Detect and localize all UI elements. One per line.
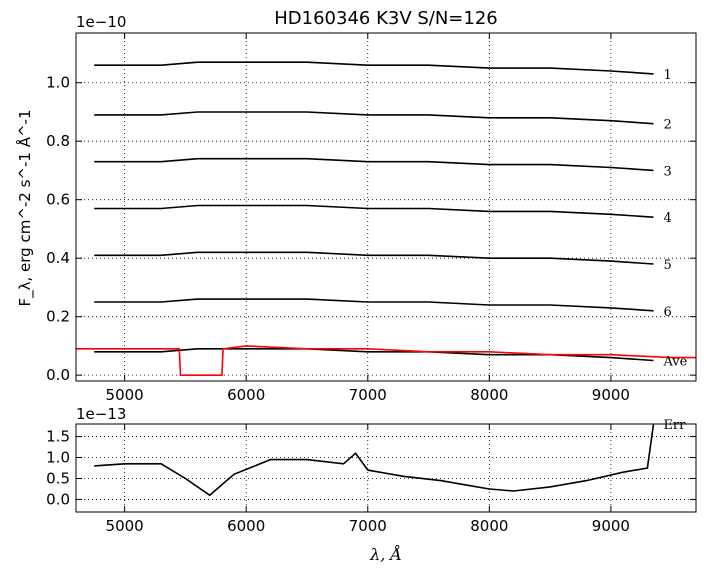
top-y-tick-label: 0.2 xyxy=(46,308,70,326)
top-plot-frame xyxy=(75,32,697,382)
top-x-tick-label: 5000 xyxy=(106,386,144,404)
bottom-series-labels: Err xyxy=(663,418,686,433)
top-series-label: 3 xyxy=(663,164,671,179)
top-series-label: 1 xyxy=(663,68,671,83)
top-y-tick-label: 0.0 xyxy=(46,366,70,384)
bottom-series-group xyxy=(94,423,655,497)
bottom-series-line-err xyxy=(94,423,655,497)
x-axis-label: λ, Å xyxy=(369,544,402,564)
top-y-tick-label: 1.0 xyxy=(46,74,70,92)
y-axis-label: F_λ, erg cm^-2 s^-1 Å^-1 xyxy=(15,109,35,306)
bottom-y-multiplier: 1e−13 xyxy=(76,405,126,423)
top-series-label: Ave xyxy=(662,355,687,370)
top-x-tick-label: 9000 xyxy=(592,386,630,404)
top-x-tick-label: 6000 xyxy=(227,386,265,404)
top-series-group xyxy=(76,61,696,377)
top-x-tick-label: 8000 xyxy=(470,386,508,404)
top-series-line-overlay xyxy=(76,345,696,377)
top-y-tick-label: 0.6 xyxy=(46,191,70,209)
bottom-y-tick-label: 0.0 xyxy=(46,490,70,508)
bottom-series-label: Err xyxy=(663,418,686,433)
top-series-label: 2 xyxy=(663,118,671,133)
bottom-x-tick-label: 5000 xyxy=(106,517,144,535)
bottom-x-tick-label: 6000 xyxy=(227,517,265,535)
top-series-line-6 xyxy=(94,298,654,312)
bottom-x-tick-label: 7000 xyxy=(349,517,387,535)
bottom-y-tick-label: 0.5 xyxy=(46,469,70,487)
bottom-plot-frame xyxy=(75,423,697,513)
top-series-label: 6 xyxy=(663,305,671,320)
top-series-label: 4 xyxy=(663,211,671,226)
chart-title: HD160346 K3V S/N=126 xyxy=(274,8,498,29)
top-series-line-5 xyxy=(94,251,654,265)
top-series-line-2 xyxy=(94,111,654,125)
bottom-panel: 1e−13 Err 5000 6000 7000 8000 9000 0.0 0.5 1.0 1… xyxy=(46,405,697,564)
top-series-line-4 xyxy=(94,204,654,218)
top-series-labels: 1 2 3 4 5 6 Ave xyxy=(662,68,687,370)
top-series-label: 5 xyxy=(663,258,671,273)
top-series-line-3 xyxy=(94,157,654,172)
top-y-multiplier: 1e−10 xyxy=(76,13,126,31)
top-series-line-1 xyxy=(94,61,654,75)
bottom-x-tick-label: 8000 xyxy=(470,517,508,535)
top-axis-ticks: 5000 6000 7000 8000 9000 0.0 0.2 0.4 0.6 0.8 1.0 xyxy=(46,33,696,404)
top-grid xyxy=(76,33,696,381)
bottom-y-tick-label: 1.0 xyxy=(46,449,70,467)
bottom-x-tick-label: 9000 xyxy=(592,517,630,535)
top-x-tick-label: 7000 xyxy=(349,386,387,404)
top-y-tick-label: 0.4 xyxy=(46,249,70,267)
bottom-y-tick-label: 1.5 xyxy=(46,428,70,446)
top-panel: HD160346 K3V S/N=126 1e−10 1 2 3 4 5 6 Ave 500… xyxy=(15,8,697,404)
bottom-axis-ticks: 5000 6000 7000 8000 9000 0.0 0.5 1.0 1.5 xyxy=(46,424,696,535)
top-y-tick-label: 0.8 xyxy=(46,132,70,150)
